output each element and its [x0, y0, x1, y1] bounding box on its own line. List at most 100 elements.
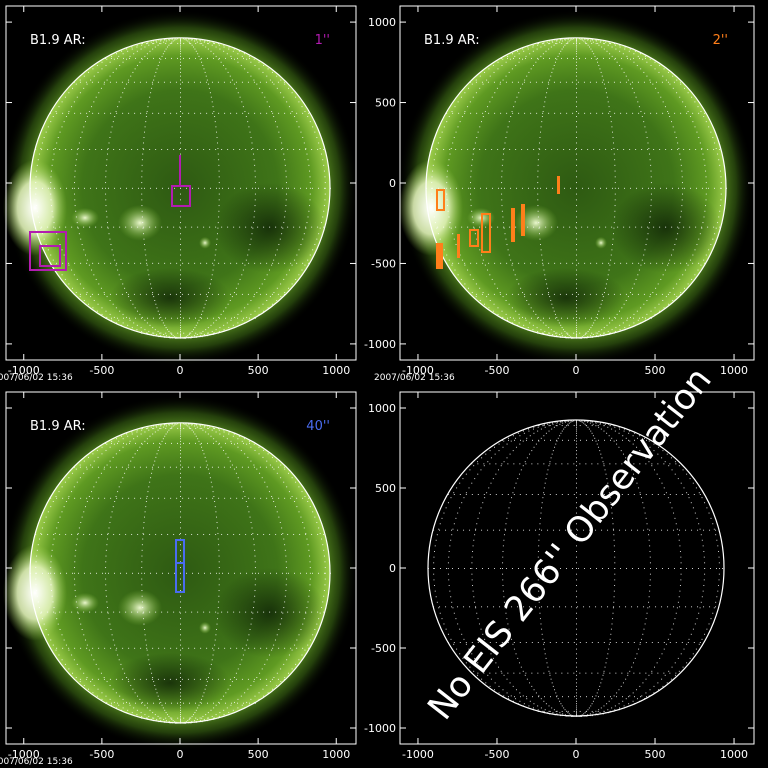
tl-grid-dot [276, 249, 278, 251]
br-grid-dot [555, 672, 557, 674]
tr-grid-dot [619, 50, 621, 52]
bl-grid-dot [272, 497, 274, 499]
tr-grid-dot [579, 332, 581, 334]
tr-grid-dot [592, 333, 594, 335]
bl-grid-dot [199, 425, 201, 427]
tr-grid-dot [687, 92, 689, 94]
tr-grid-dot [604, 87, 606, 89]
bl-grid-dot [102, 572, 103, 574]
tl-grid-dot [111, 317, 112, 319]
bl-grid-dot [95, 481, 97, 483]
tl-grid-dot [101, 313, 103, 315]
br-grid-dot [517, 529, 519, 531]
bl-grid-dot [130, 460, 132, 462]
tl-grid-dot [118, 319, 120, 321]
tr-grid-dot [576, 61, 577, 63]
br-grid-dot [584, 568, 585, 569]
tr-grid-dot [607, 101, 609, 103]
tr-grid-dot [667, 264, 669, 266]
bl-grid-dot [180, 516, 181, 518]
tl-grid-dot [312, 249, 314, 251]
bl-grid-dot [269, 464, 271, 466]
tr-grid-dot [614, 193, 616, 195]
tl-grid-dot [205, 81, 207, 83]
tr-grid-dot [459, 254, 461, 256]
br-grid-dot [515, 482, 517, 484]
bl-grid-dot [136, 715, 138, 717]
tl-grid-dot [180, 58, 181, 60]
tl-grid-dot [126, 292, 128, 294]
tl-grid-dot [68, 262, 70, 264]
tr-grid-dot [576, 187, 577, 189]
br-grid-dot [597, 642, 599, 643]
tr-grid-dot [609, 332, 611, 334]
tr-grid-dot [648, 187, 649, 189]
tl-grid-dot [182, 262, 184, 264]
tr-grid-dot [645, 244, 647, 246]
br-grid-dot [586, 439, 587, 441]
bl-grid-dot [246, 443, 248, 445]
tr-grid-dot [576, 87, 577, 89]
tl-grid-dot [191, 336, 193, 338]
br-grid-dot [587, 426, 589, 428]
br-grid-dot [661, 529, 663, 531]
bl-grid-dot [75, 468, 77, 470]
tl-grid-dot [239, 149, 241, 151]
bl-grid-dot [207, 717, 209, 719]
bl-grid-dot [165, 425, 167, 427]
tr-grid-dot [620, 262, 622, 264]
tl-grid-dot [215, 226, 217, 228]
tl-grid-dot [177, 332, 179, 334]
tr-grid-dot [624, 327, 626, 329]
tl-grid-dot [63, 121, 65, 123]
br-grid-dot [556, 696, 557, 698]
tl-grid-dot [258, 68, 260, 70]
tr-grid-dot [537, 330, 539, 332]
tl-grid-dot [318, 142, 320, 144]
br-grid-dot [559, 435, 561, 437]
br-grid-dot [474, 478, 476, 480]
br-grid-dot [687, 642, 689, 643]
br-grid-dot [597, 494, 599, 495]
tl-grid-dot [324, 182, 326, 184]
tl-grid-dot [256, 292, 258, 294]
tl-grid-dot [284, 159, 286, 161]
tl-grid-dot [183, 57, 184, 59]
tl-grid-dot [95, 96, 97, 98]
br-grid-dot [483, 642, 485, 643]
bl-grid-dot [157, 429, 159, 431]
bl-grid-dot [217, 678, 219, 680]
br-grid-dot [553, 426, 555, 428]
bl-grid-dot [214, 639, 216, 641]
tl-grid-dot [106, 296, 108, 298]
tr-grid-dot [543, 333, 545, 335]
tr-grid-dot [613, 153, 615, 155]
br-grid-dot [608, 568, 609, 569]
tr-grid-dot [631, 293, 633, 295]
bl-grid-dot [47, 511, 49, 513]
br-grid-dot [611, 623, 613, 625]
bl-grid-dot [141, 429, 143, 431]
tl-grid-dot [139, 293, 141, 295]
br-grid-dot [507, 494, 509, 495]
bl-grid-dot [97, 456, 99, 458]
br-grid-dot [542, 638, 544, 640]
bl-grid-dot [35, 561, 37, 563]
tr-grid-dot [655, 81, 657, 83]
bl-grid-dot [276, 672, 278, 674]
br-grid-dot [638, 487, 640, 489]
tr-grid-dot [567, 41, 569, 43]
br-grid-dot [501, 672, 503, 674]
tr-grid-dot [597, 57, 598, 59]
tr-grid-dot [486, 187, 487, 189]
br-grid-dot [528, 428, 530, 430]
br-grid-dot [455, 517, 457, 519]
tl-grid-dot [218, 187, 220, 189]
tr-grid-dot [658, 71, 660, 73]
br-grid-dot [663, 463, 665, 465]
tr-grid-dot [456, 187, 457, 189]
br-grid-dot [486, 643, 488, 645]
br-grid-dot [602, 568, 603, 569]
tr-grid-dot [542, 112, 544, 114]
bl-grid-dot [201, 424, 203, 426]
